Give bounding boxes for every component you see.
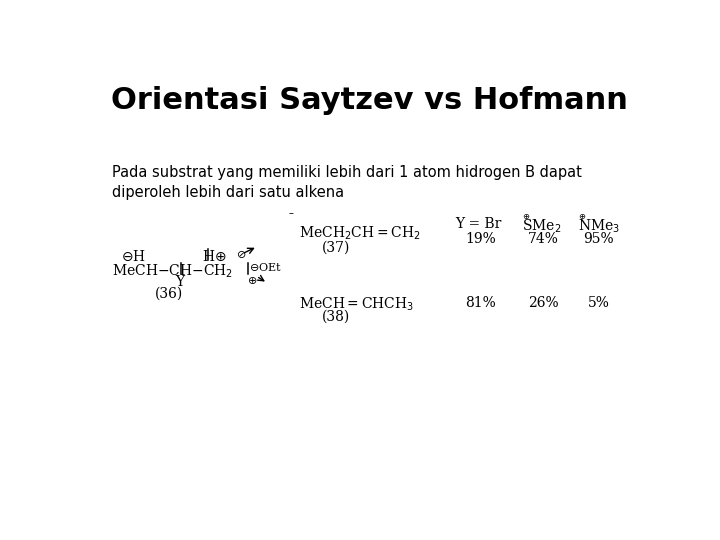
Text: 19%: 19%	[465, 232, 496, 246]
Text: MeCH$_2$CH$=$CH$_2$: MeCH$_2$CH$=$CH$_2$	[300, 225, 421, 242]
Text: 5%: 5%	[588, 295, 610, 309]
Text: (38): (38)	[322, 310, 350, 324]
Text: MeCH$-$CH$-$CH$_2$: MeCH$-$CH$-$CH$_2$	[112, 262, 233, 280]
Text: SMe$_2$: SMe$_2$	[523, 218, 562, 235]
Text: Y: Y	[176, 275, 184, 289]
Text: (36): (36)	[156, 286, 184, 300]
Text: (37): (37)	[322, 240, 350, 254]
Text: $\oplus$: $\oplus$	[248, 275, 258, 286]
Text: Orientasi Saytzev vs Hofmann: Orientasi Saytzev vs Hofmann	[111, 85, 627, 114]
Text: 81%: 81%	[465, 295, 496, 309]
Text: H$\oplus$: H$\oplus$	[202, 250, 226, 264]
Text: NMe$_3$: NMe$_3$	[578, 218, 621, 235]
Text: $\mathdefault{\oplus}$: $\mathdefault{\oplus}$	[578, 212, 587, 221]
Text: Pada substrat yang memiliki lebih dari 1 atom hidrogen B dapat: Pada substrat yang memiliki lebih dari 1…	[112, 165, 582, 180]
Text: Y = Br: Y = Br	[456, 217, 502, 231]
Text: –: –	[288, 208, 293, 218]
Text: MeCH$=$CHCH$_3$: MeCH$=$CHCH$_3$	[300, 295, 415, 313]
Text: $\oslash$: $\oslash$	[236, 248, 246, 260]
Text: $\mathdefault{\oplus}$: $\mathdefault{\oplus}$	[523, 212, 531, 221]
Text: $\ominus$OEt: $\ominus$OEt	[249, 261, 282, 273]
Text: 74%: 74%	[528, 232, 559, 246]
Text: 26%: 26%	[528, 295, 559, 309]
Text: 95%: 95%	[583, 232, 614, 246]
Text: $\ominus$H: $\ominus$H	[121, 250, 145, 264]
Text: diperoleh lebih dari satu alkena: diperoleh lebih dari satu alkena	[112, 185, 344, 200]
